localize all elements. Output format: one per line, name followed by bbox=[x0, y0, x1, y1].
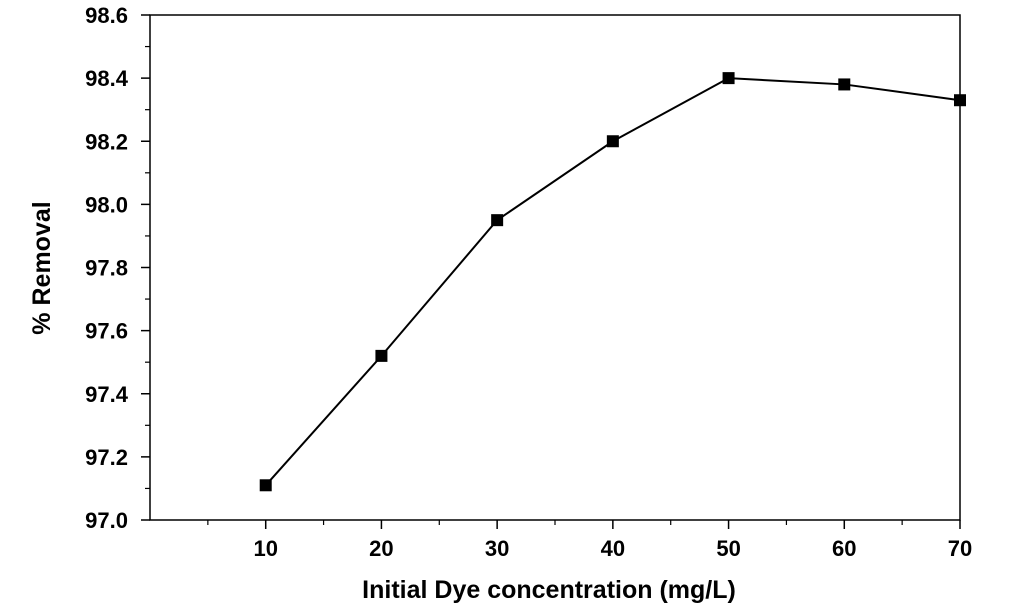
data-point-marker bbox=[722, 72, 735, 85]
x-tick-label: 60 bbox=[832, 536, 856, 561]
data-point-marker bbox=[838, 78, 851, 91]
x-tick-label: 30 bbox=[485, 536, 509, 561]
data-point-marker bbox=[259, 479, 272, 492]
x-tick-label: 10 bbox=[253, 536, 277, 561]
x-axis-label: Initial Dye concentration (mg/L) bbox=[362, 576, 736, 604]
x-tick-label: 20 bbox=[369, 536, 393, 561]
x-tick-label: 50 bbox=[716, 536, 740, 561]
x-axis-ticks: 10 20 30 40 50 60 70 bbox=[207, 520, 972, 561]
data-series bbox=[259, 72, 966, 492]
y-tick-label: 97.8 bbox=[85, 256, 128, 281]
data-point-marker bbox=[491, 214, 504, 227]
x-tick-label: 40 bbox=[601, 536, 625, 561]
data-point-marker bbox=[606, 135, 619, 148]
data-point-marker bbox=[375, 349, 388, 362]
y-tick-label: 97.2 bbox=[85, 445, 128, 470]
y-tick-label: 98.6 bbox=[85, 3, 128, 28]
y-tick-label: 98.2 bbox=[85, 129, 128, 154]
y-tick-label: 97.0 bbox=[85, 508, 128, 533]
plot-frame bbox=[149, 14, 961, 521]
y-tick-label: 98.0 bbox=[85, 192, 128, 217]
y-axis-ticks: 97.0 97.2 97.4 97.6 97.8 98.0 98.2 98.4 98.6 bbox=[85, 3, 150, 533]
x-tick-label: 70 bbox=[948, 536, 972, 561]
y-tick-label: 98.4 bbox=[85, 66, 129, 91]
y-tick-label: 97.4 bbox=[85, 382, 129, 407]
data-point-marker bbox=[954, 94, 966, 107]
y-tick-label: 97.6 bbox=[85, 319, 128, 344]
y-axis-label: % Removal bbox=[28, 201, 56, 334]
